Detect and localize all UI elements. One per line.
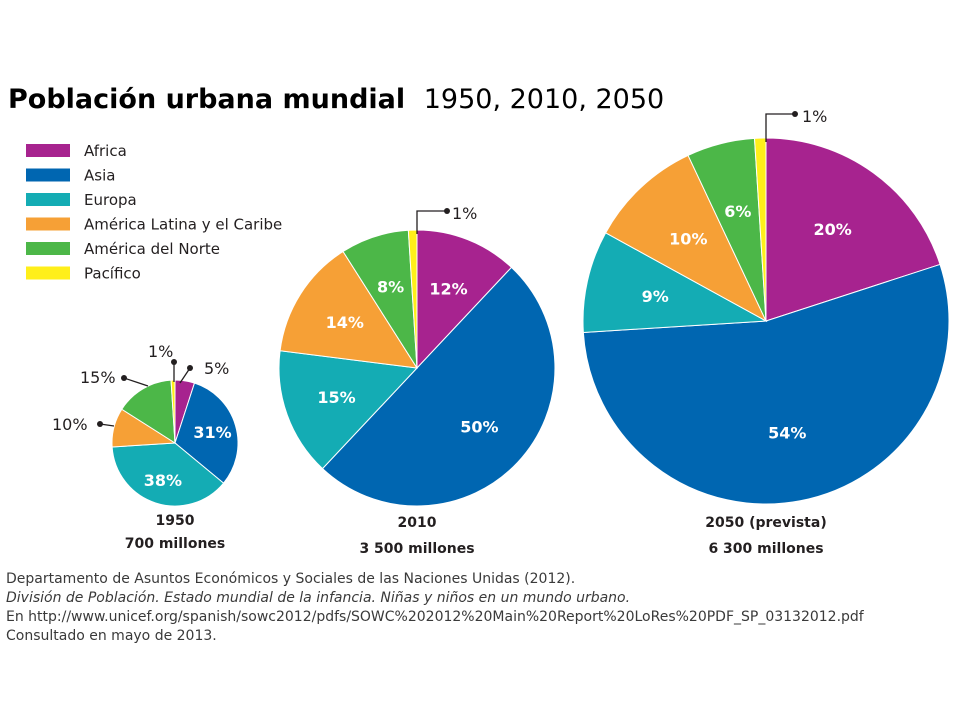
pie-year-label-1950: 1950 <box>156 513 195 529</box>
pie-2050-prevista: 20% 54% 9% 10% 6% 1% 2050 (prevista) 6 300 mill… <box>582 107 950 557</box>
pie-year-label-2010: 2010 <box>398 515 437 531</box>
chart-subtitle: 1950, 2010, 2050 <box>424 84 664 115</box>
data-label-1950-europa: 38% <box>144 471 182 490</box>
data-label-2010-europa: 15% <box>317 388 355 407</box>
slice-1950-america-del-norte <box>121 379 176 444</box>
slice-1950-pacifico <box>170 379 176 444</box>
legend-label-africa: Africa <box>84 142 127 160</box>
data-label-2050-prevista-africa: 20% <box>814 220 852 239</box>
pie-total-label-2050-prevista: 6 300 millones <box>708 541 823 557</box>
slice-2010-asia <box>321 266 556 507</box>
leader-line-2050-prevista-pacifico <box>765 113 795 142</box>
data-label-1950-africa: 5% <box>204 359 229 378</box>
legend-swatch-pacifico <box>26 266 70 280</box>
source-line-2: División de Población. Estado mundial de… <box>6 590 631 606</box>
leader-dot-1950-america-del-norte <box>121 375 127 381</box>
pie-year-label-2050-prevista: 2050 (prevista) <box>705 515 826 531</box>
slice-1950-europa <box>111 442 225 507</box>
slice-2010-africa <box>416 229 513 370</box>
leader-dot-2010-pacifico <box>444 208 450 214</box>
slice-2050-prevista-europa <box>582 232 768 334</box>
leader-dot-2050-prevista-pacifico <box>792 111 798 117</box>
leader-dot-1950-africa <box>187 365 193 371</box>
source-line-3: En http://www.unicef.org/spanish/sowc201… <box>6 609 864 625</box>
pie-total-label-1950: 700 millones <box>125 536 226 552</box>
chart-title-group: Población urbana mundial 1950, 2010, 205… <box>8 84 664 115</box>
legend-label-pacifico: Pacífico <box>84 265 141 283</box>
legend-label-europa: Europa <box>84 191 137 209</box>
data-label-2010-america-latina-y-el-caribe: 14% <box>326 313 364 332</box>
slice-1950-asia <box>174 382 239 484</box>
data-label-2010-pacifico: 1% <box>452 204 477 223</box>
pie-total-label-2010: 3 500 millones <box>359 541 474 557</box>
legend-label-america-latina-y-el-caribe: América Latina y el Caribe <box>84 216 282 234</box>
data-label-2010-america-del-norte: 8% <box>377 278 404 297</box>
leader-line-1950-africa <box>179 367 191 384</box>
pie-charts: 5% 31% 38% 10% 15% 1% 1950 700 millones 12% 50% 15… <box>52 107 950 557</box>
data-label-2050-prevista-europa: 9% <box>642 287 669 306</box>
urban-population-chart: Población urbana mundial 1950, 2010, 205… <box>8 84 950 557</box>
leader-dot-1950-america-latina-y-el-caribe <box>97 421 103 427</box>
legend-swatch-africa <box>26 144 70 157</box>
legend-swatch-america-latina-y-el-caribe <box>26 217 70 231</box>
data-label-1950-america-latina-y-el-caribe: 10% <box>52 415 88 434</box>
data-label-2050-prevista-asia: 54% <box>768 423 806 442</box>
legend-swatch-america-del-norte <box>26 242 70 255</box>
legend: Africa Asia Europa América Latina y el Cari… <box>26 142 282 283</box>
slice-2010-europa <box>278 350 419 470</box>
legend-label-america-del-norte: América del Norte <box>84 240 220 258</box>
data-label-1950-asia: 31% <box>193 423 231 442</box>
source-note: Departamento de Asuntos Económicos y Soc… <box>6 570 946 646</box>
slice-2050-prevista-asia <box>582 263 950 505</box>
legend-swatch-asia <box>26 168 70 182</box>
legend-label-asia: Asia <box>84 167 115 185</box>
source-line-1: Departamento de Asuntos Económicos y Soc… <box>6 571 576 587</box>
leader-line-1950-america-del-norte <box>123 377 149 387</box>
slice-2050-prevista-america-latina-y-el-caribe <box>604 154 768 323</box>
data-label-2010-africa: 12% <box>429 279 467 298</box>
leader-line-2010-pacifico <box>416 210 447 234</box>
leader-dot-1950-pacifico <box>171 359 177 365</box>
slice-2010-america-latina-y-el-caribe <box>279 250 418 369</box>
chart-title: Población urbana mundial <box>8 84 405 115</box>
source-line-4: Consultado en mayo de 2013. <box>6 628 217 644</box>
data-label-2010-asia: 50% <box>460 418 498 437</box>
data-label-2050-prevista-america-del-norte: 6% <box>724 202 751 221</box>
data-label-2050-prevista-pacifico: 1% <box>802 107 827 126</box>
pie-1950: 5% 31% 38% 10% 15% 1% 1950 700 millones <box>52 342 239 552</box>
data-label-1950-america-del-norte: 15% <box>80 368 116 387</box>
data-label-2050-prevista-america-latina-y-el-caribe: 10% <box>669 229 707 248</box>
slice-2050-prevista-africa <box>765 137 941 322</box>
legend-swatch-europa <box>26 193 70 206</box>
pie-2010: 12% 50% 15% 14% 8% 1% 2010 3 500 millones <box>278 204 556 557</box>
data-label-1950-pacifico: 1% <box>148 342 173 361</box>
